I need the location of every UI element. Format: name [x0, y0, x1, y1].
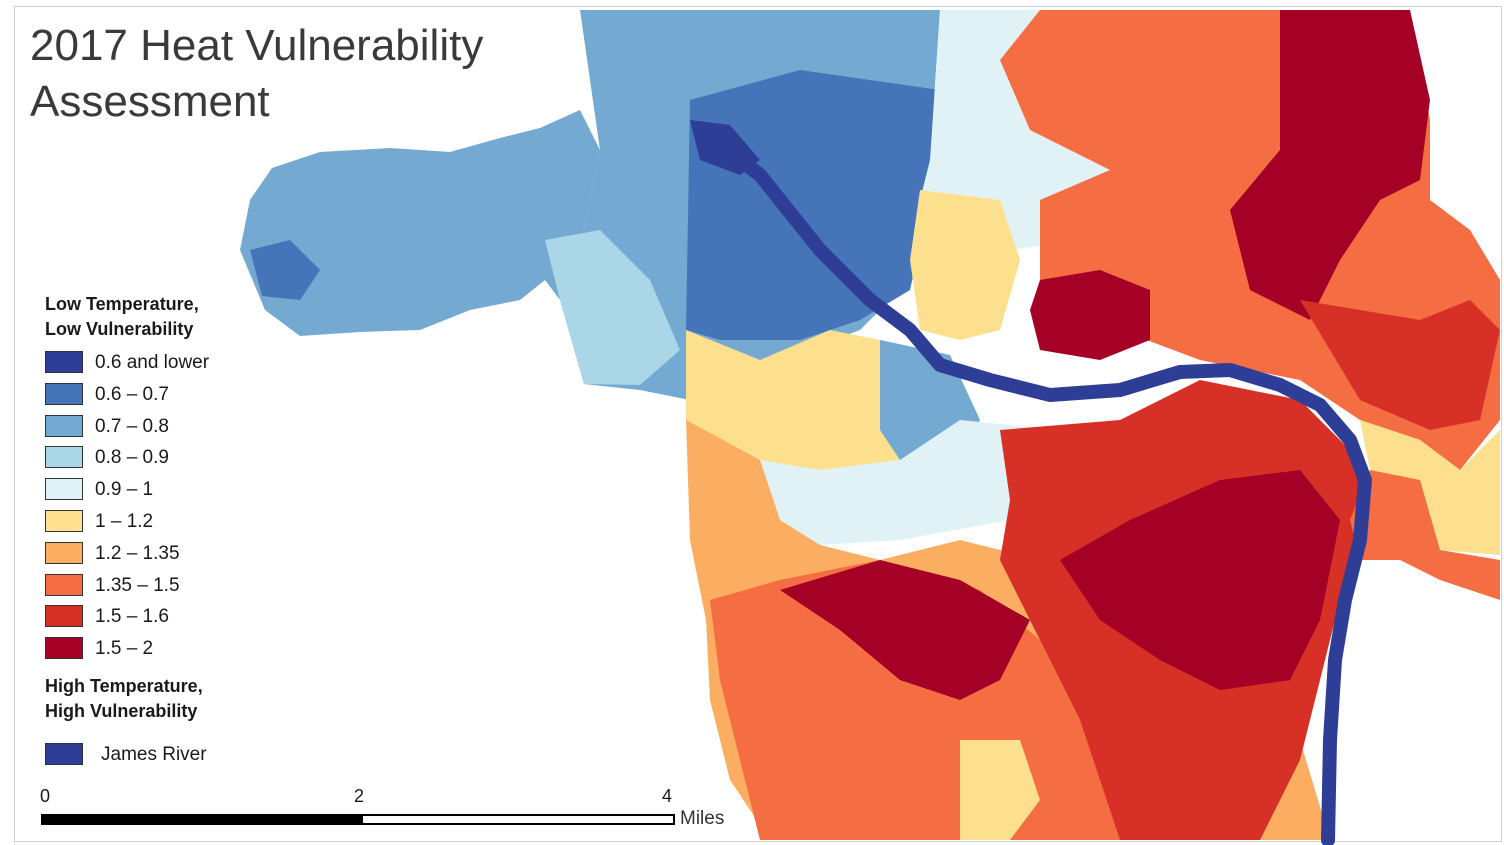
legend-swatch: [45, 478, 83, 501]
legend-label: 0.7 – 0.8: [95, 415, 169, 437]
map-title-line-2: Assessment: [30, 77, 270, 126]
map-zone-southeast-dark-red: [1060, 470, 1340, 690]
legend-high-heading: High Temperature, High Vulnerability: [45, 674, 203, 724]
legend-label: 1.35 – 1.5: [95, 574, 180, 596]
legend-low-heading-line-1: Low Temperature,: [45, 294, 199, 314]
scale-tick-0: 0: [40, 786, 51, 806]
map-zone-northeast-dark-red: [1230, 10, 1430, 320]
scale-bar: 0 2 4 Miles: [40, 786, 740, 836]
scale-bar-white-segment: [361, 814, 675, 825]
map-zone-southwest-dark-red: [780, 560, 1030, 700]
legend-swatch: [45, 509, 83, 532]
scale-tick-4: 4: [662, 786, 673, 806]
map-frame: [14, 6, 1502, 842]
map-title-line-1: 2017 Heat Vulnerability: [30, 21, 484, 70]
map-title: 2017 Heat Vulnerability Assessment: [30, 18, 483, 130]
legend-label: 1.5 – 1.6: [95, 606, 169, 628]
scale-tick-2: 2: [354, 786, 365, 806]
legend-label: 0.8 – 0.9: [95, 447, 169, 469]
legend-label: 0.6 – 0.7: [95, 383, 169, 405]
scale-unit-label: Miles: [680, 808, 725, 829]
legend-label: 0.6 and lower: [95, 352, 210, 373]
legend-label-james-river: James River: [101, 744, 207, 765]
map-zone-yellow-north: [910, 190, 1020, 340]
legend-swatch: [45, 605, 83, 628]
legend-low-heading-line-2: Low Vulnerability: [45, 319, 194, 339]
james-river: [693, 123, 1372, 845]
legend-label: 0.9 – 1: [95, 479, 154, 501]
map-zone-northwest-dark: [686, 70, 940, 340]
legend-swatch: [45, 637, 83, 660]
map-zone-center-dark-red: [1030, 270, 1150, 360]
legend-high-heading-line-2: High Vulnerability: [45, 701, 198, 721]
map-zone-east-bank-red: [1350, 470, 1500, 600]
legend-swatch: [45, 414, 83, 437]
legend-high-heading-line-1: High Temperature,: [45, 676, 203, 696]
map-zone-east-yellow: [1360, 420, 1500, 555]
legend-label: 1.2 – 1.35: [95, 542, 180, 564]
legend-swatch: [45, 351, 83, 373]
legend-swatch: [45, 573, 83, 596]
scale-bar-black-segment: [41, 814, 361, 825]
legend-swatch: [45, 446, 83, 469]
map-zone-west-dark: [250, 240, 320, 300]
legend-label: 1 – 1.2: [95, 510, 154, 532]
legend-swatch: [45, 541, 83, 564]
map-zone-west-lobe: [240, 110, 600, 336]
legend-low-heading: Low Temperature, Low Vulnerability: [45, 292, 199, 342]
map-zone-east-red: [1300, 300, 1500, 430]
james-river-upper-pool: [690, 120, 760, 175]
map-zone-south-yellow: [960, 740, 1040, 840]
map-zone-yellow-west: [686, 330, 900, 480]
map-zone-northwest-light: [545, 230, 680, 385]
legend-swatch: [45, 382, 83, 405]
legend-label: 1.5 – 2: [95, 638, 154, 660]
legend-swatch-james-river: [45, 743, 83, 765]
